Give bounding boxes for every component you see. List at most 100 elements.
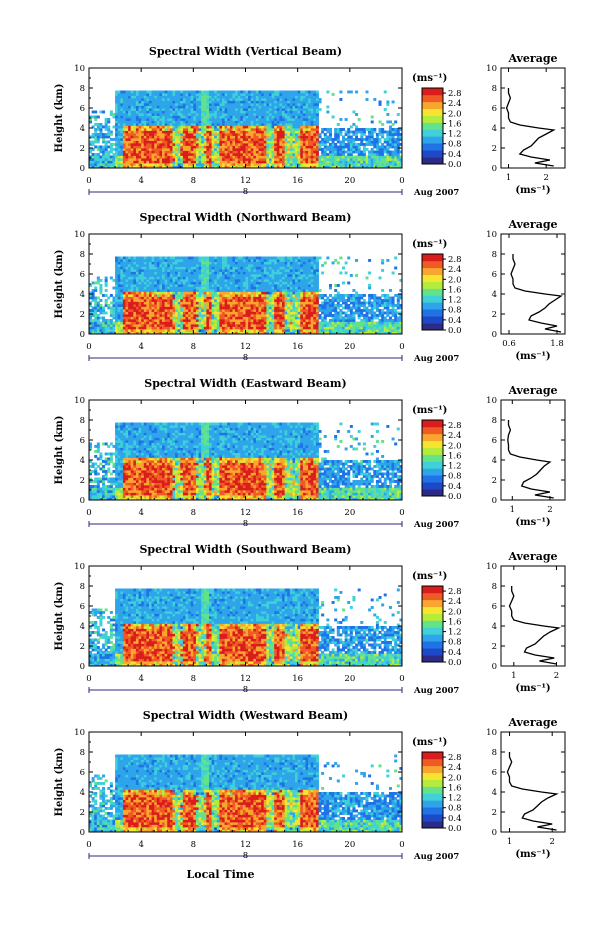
- heatmap-cell: [133, 165, 137, 169]
- heatmap-cell: [151, 148, 155, 151]
- heatmap-cell: [156, 113, 160, 116]
- heatmap-cell: [214, 140, 218, 144]
- heatmap-cell: [143, 93, 147, 96]
- heatmap-cell: [198, 324, 202, 327]
- heatmap-cell: [94, 133, 98, 136]
- heatmap-cell: [292, 90, 296, 94]
- heatmap-cell: [104, 301, 108, 305]
- heatmap-cell: [167, 135, 171, 139]
- heatmap-cell: [302, 113, 306, 116]
- heatmap-cell: [274, 110, 278, 114]
- heatmap-cell: [180, 133, 184, 136]
- heatmap-cell: [143, 271, 147, 275]
- heatmap-cell: [154, 135, 158, 139]
- heatmap-cell: [143, 279, 147, 282]
- heatmap-cell: [102, 145, 106, 149]
- heatmap-cell: [99, 311, 103, 315]
- heatmap-cell: [237, 279, 241, 282]
- heatmap-cell: [326, 90, 330, 94]
- heatmap-cell: [211, 316, 215, 320]
- heatmap-cell: [120, 108, 124, 111]
- heatmap-cell: [216, 266, 220, 270]
- heatmap-cell: [109, 306, 113, 310]
- heatmap-cell: [188, 319, 192, 322]
- heatmap-cell: [219, 316, 223, 320]
- heatmap-cell: [156, 103, 160, 106]
- heatmap-cell: [175, 314, 179, 317]
- heatmap-cell: [237, 321, 241, 325]
- heatmap-cell: [235, 276, 239, 280]
- heatmap-cell: [224, 289, 228, 292]
- heatmap-cell: [235, 158, 239, 161]
- heatmap-cell: [282, 150, 286, 154]
- heatmap-cell: [229, 130, 233, 134]
- heatmap-cell: [266, 128, 270, 131]
- heatmap-cell: [177, 286, 181, 290]
- heatmap-cell: [102, 158, 106, 161]
- heatmap-cell: [250, 276, 254, 280]
- heatmap-cell: [297, 145, 301, 149]
- heatmap-cell: [258, 143, 262, 146]
- heatmap-cell: [211, 284, 215, 287]
- heatmap-cell: [133, 115, 137, 119]
- heatmap-cell: [143, 324, 147, 327]
- heatmap-cell: [328, 158, 332, 161]
- heatmap-cell: [128, 103, 132, 106]
- heatmap-cell: [201, 130, 205, 134]
- heatmap-cell: [328, 143, 332, 146]
- heatmap-cell: [287, 113, 291, 116]
- heatmap-cell: [308, 113, 312, 116]
- heatmap-cell: [172, 120, 176, 124]
- heatmap-cell: [135, 331, 139, 335]
- heatmap-cell: [167, 256, 171, 260]
- heatmap-cell: [195, 304, 199, 307]
- heatmap-cell: [378, 163, 382, 166]
- heatmap-cell: [117, 150, 121, 154]
- heatmap-cell: [133, 331, 137, 335]
- heatmap-cell: [188, 271, 192, 275]
- heatmap-cell: [224, 306, 228, 310]
- heatmap-cell: [352, 158, 356, 161]
- heatmap-cell: [216, 269, 220, 272]
- heatmap-cell: [146, 329, 150, 332]
- heatmap-cell: [219, 276, 223, 280]
- heatmap-cell: [245, 294, 249, 297]
- heatmap-cell: [156, 153, 160, 156]
- heatmap-cell: [295, 133, 299, 136]
- heatmap-cell: [130, 321, 134, 325]
- heatmap-cell: [151, 274, 155, 277]
- heatmap-cell: [141, 326, 145, 330]
- heatmap-cell: [104, 160, 108, 164]
- heatmap-cell: [146, 299, 150, 302]
- heatmap-cell: [185, 326, 189, 330]
- heatmap-cell: [185, 284, 189, 287]
- heatmap-cell: [138, 110, 142, 114]
- heatmap-cell: [242, 133, 246, 136]
- heatmap-cell: [227, 316, 231, 320]
- heatmap-cell: [237, 284, 241, 287]
- heatmap-cell: [190, 304, 194, 307]
- heatmap-cell: [321, 128, 325, 131]
- heatmap-cell: [102, 155, 106, 159]
- heatmap-cell: [185, 324, 189, 327]
- heatmap-cell: [279, 140, 283, 144]
- heatmap-cell: [128, 326, 132, 330]
- heatmap-cell: [138, 130, 142, 134]
- heatmap-cell: [167, 271, 171, 275]
- heatmap-cell: [138, 259, 142, 262]
- heatmap-cell: [172, 266, 176, 270]
- heatmap-cell: [250, 306, 254, 310]
- heatmap-cell: [94, 281, 98, 285]
- heatmap-cell: [107, 158, 111, 161]
- heatmap-cell: [125, 299, 129, 302]
- heatmap-cell: [154, 100, 158, 104]
- heatmap-cell: [151, 115, 155, 119]
- heatmap-cell: [133, 120, 137, 124]
- x-tick-label: 20: [344, 176, 355, 186]
- heatmap-cell: [336, 123, 340, 126]
- heatmap-cell: [195, 98, 199, 101]
- heatmap-cell: [284, 148, 288, 151]
- heatmap-cell: [172, 133, 176, 136]
- heatmap-cell: [193, 128, 197, 131]
- heatmap-cell: [125, 140, 129, 144]
